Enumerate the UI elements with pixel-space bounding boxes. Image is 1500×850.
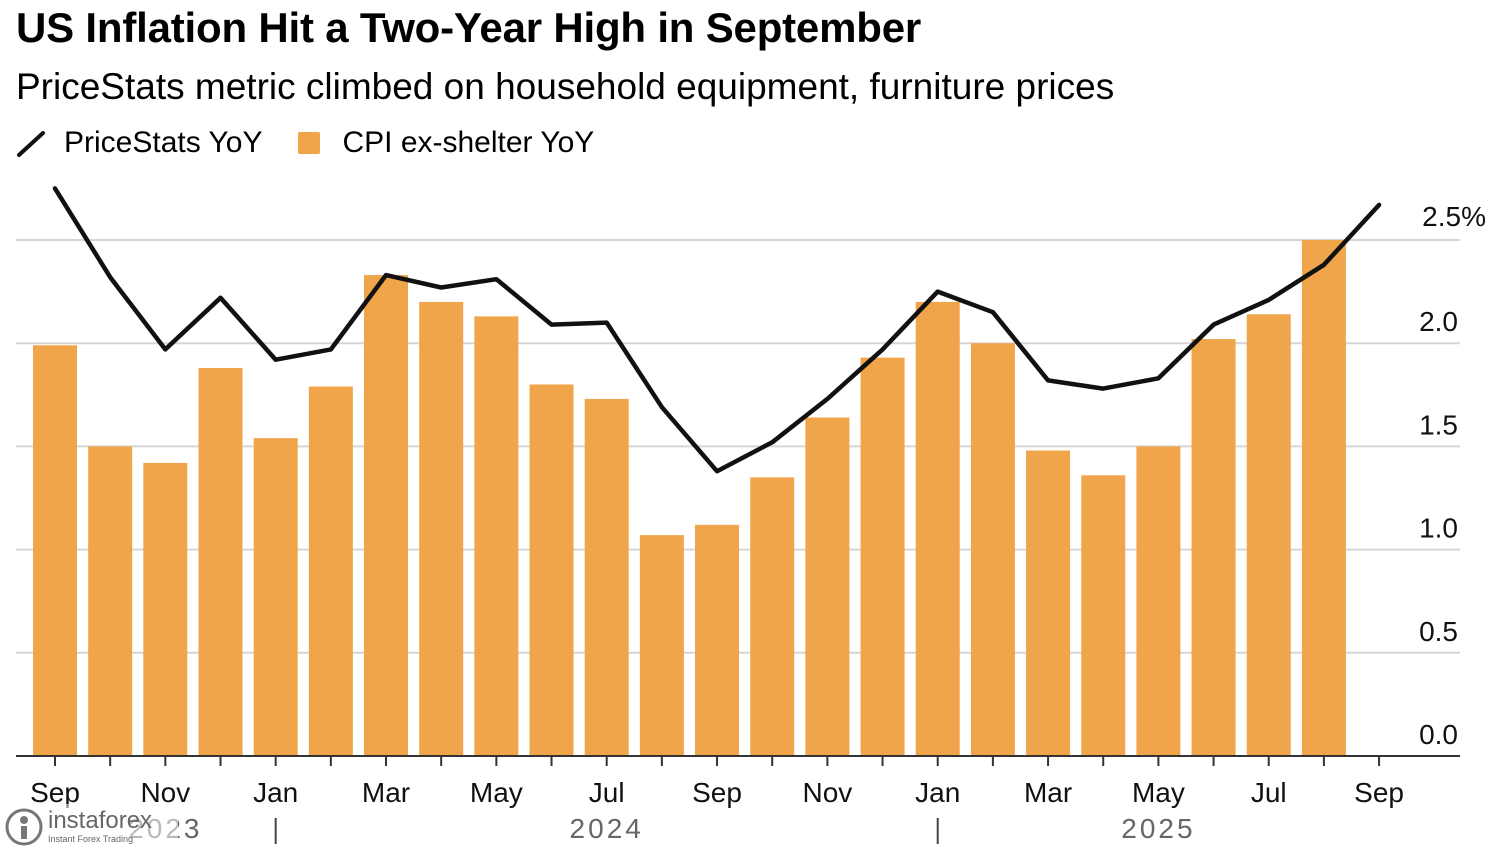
instaforex-logo-icon: [5, 808, 43, 846]
x-tick-label: Jul: [589, 777, 625, 808]
y-tick-label: 2.5%: [1422, 201, 1486, 232]
x-tick-label: Jul: [1251, 777, 1287, 808]
bar: [695, 524, 740, 756]
bar: [750, 477, 795, 756]
bar: [143, 462, 188, 756]
bar: [364, 275, 409, 756]
bar: [1301, 240, 1346, 756]
bar: [805, 417, 850, 756]
watermark-brand: instaforex: [48, 807, 153, 834]
legend: PriceStats YoY CPI ex-shelter YoY: [16, 126, 630, 160]
x-tick-label: Sep: [692, 777, 742, 808]
legend-label-pricestats: PriceStats YoY: [64, 126, 263, 159]
x-tick-label: May: [470, 777, 523, 808]
x-axis: [16, 755, 1460, 766]
bar: [1081, 475, 1126, 756]
x-tick-label: Jan: [253, 777, 298, 808]
bar: [33, 345, 77, 756]
year-label: 2025: [1121, 813, 1195, 844]
bar-series: [33, 240, 1346, 756]
legend-item-cpi: CPI ex-shelter YoY: [298, 126, 594, 160]
bar: [1246, 314, 1291, 756]
bar-series-swatch-icon: [298, 132, 321, 154]
y-tick-label: 1.5: [1419, 409, 1458, 440]
pricestats-line: [52, 186, 1382, 474]
bar: [88, 446, 133, 756]
x-tick-label: May: [1132, 777, 1185, 808]
bar: [584, 398, 629, 756]
bar: [1026, 450, 1071, 756]
y-tick-label: 0.0: [1419, 719, 1458, 750]
bar: [198, 367, 243, 756]
x-tick-label: Jan: [915, 777, 960, 808]
x-tick-label: Nov: [802, 777, 852, 808]
legend-label-cpi: CPI ex-shelter YoY: [342, 126, 595, 159]
bar: [529, 384, 574, 756]
bar: [860, 357, 905, 756]
watermark-tagline: Instant Forex Trading: [48, 834, 134, 844]
y-tick-label: 2.0: [1419, 306, 1458, 337]
bar: [639, 535, 684, 756]
bar: [253, 438, 298, 756]
bar: [1136, 446, 1181, 756]
x-tick-label: Sep: [1354, 777, 1404, 808]
bar: [1191, 339, 1236, 756]
y-tick-label: 0.5: [1419, 616, 1458, 647]
legend-item-pricestats: PriceStats YoY: [16, 126, 262, 160]
x-tick-label: Mar: [362, 777, 410, 808]
chart-title: US Inflation Hit a Two-Year High in Sept…: [16, 4, 921, 51]
x-tick-label: Mar: [1024, 777, 1072, 808]
chart-subtitle: PriceStats metric climbed on household e…: [16, 66, 1115, 107]
bar: [419, 301, 464, 756]
x-tick-label: Sep: [30, 777, 80, 808]
bar: [474, 316, 519, 756]
bar: [915, 301, 960, 756]
watermark: instaforex Instant Forex Trading: [0, 804, 178, 850]
bar: [970, 343, 1015, 756]
year-label: 2024: [570, 813, 644, 844]
bar: [308, 386, 353, 756]
y-tick-label: 1.0: [1419, 513, 1458, 544]
x-tick-label: Nov: [140, 777, 190, 808]
line-series-icon: [17, 131, 45, 157]
line-series: [52, 186, 1382, 474]
